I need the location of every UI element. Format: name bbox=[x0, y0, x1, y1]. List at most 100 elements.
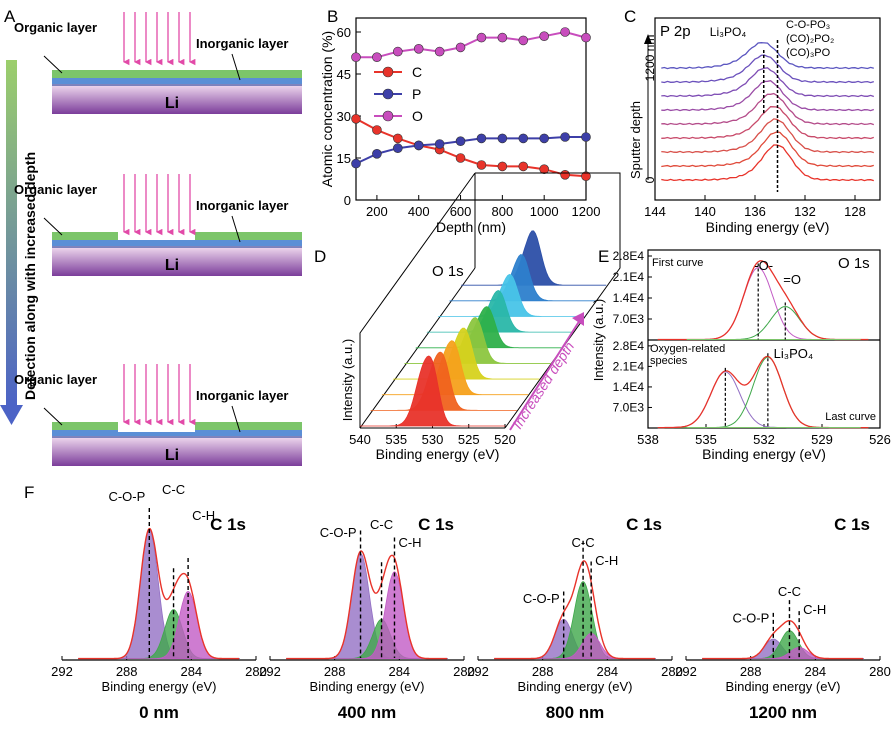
inorganic-layer-label: Inorganic layer bbox=[196, 198, 288, 213]
x-tick-label: 1000 bbox=[530, 204, 559, 219]
inorganic-layer bbox=[52, 240, 302, 246]
inorganic-pointer bbox=[231, 215, 241, 243]
data-point-O bbox=[581, 32, 591, 43]
depth-label: 1200 nm bbox=[749, 703, 817, 722]
x-tick-label: 292 bbox=[675, 664, 697, 679]
x-tick-label: 1200 bbox=[572, 204, 601, 219]
organic-layer bbox=[52, 70, 302, 78]
data-point-C bbox=[539, 164, 549, 174]
legend-marker-P bbox=[382, 88, 394, 100]
data-point-O bbox=[351, 52, 361, 63]
data-point-O bbox=[372, 52, 382, 63]
envelope-curve bbox=[78, 527, 239, 660]
data-point-O bbox=[393, 46, 403, 57]
chart-title: C 1s bbox=[834, 515, 870, 534]
peak-label-co3po: (CO)₃PO bbox=[786, 47, 831, 59]
data-point-C bbox=[393, 133, 403, 144]
waterfall-spectrum bbox=[461, 230, 607, 286]
x-tick-label: 280 bbox=[869, 664, 891, 679]
x-axis-label: Binding energy (eV) bbox=[702, 446, 826, 462]
inorganic-layer-left bbox=[52, 430, 118, 436]
spectrum-line bbox=[661, 118, 874, 154]
data-point-P bbox=[497, 133, 508, 144]
panel-letter-d: D bbox=[314, 247, 326, 266]
series-line-P bbox=[355, 136, 586, 165]
x-tick-label: 132 bbox=[794, 204, 816, 219]
x-tick-label: 284 bbox=[388, 664, 410, 679]
depth-label: 800 nm bbox=[546, 703, 605, 722]
peak-label-ch: C-H bbox=[803, 602, 826, 617]
data-point-P bbox=[476, 133, 487, 144]
peak-label-cc: C-C bbox=[572, 535, 595, 550]
x-tick-label: 144 bbox=[644, 204, 666, 219]
inorganic-layer bbox=[52, 78, 302, 84]
panel-letter-b: B bbox=[327, 7, 338, 26]
panel-e-plot: 7.0E3 7.0E3 1.4E4 1.4E4 2.1E4 2.1E4 2.8E4 2.8E4… bbox=[591, 249, 891, 462]
panel-letter-e: E bbox=[598, 247, 609, 266]
peak-label-cop: C-O-P bbox=[732, 610, 769, 625]
x-tick-label: 292 bbox=[467, 664, 489, 679]
spectrum-line bbox=[661, 42, 874, 70]
c1s-subplot-4: 292 288 284 280 Binding energy (eV) 1200 nm C … bbox=[675, 515, 891, 722]
chart-title: O 1s bbox=[838, 255, 870, 272]
x-tick-label: 540 bbox=[349, 432, 371, 447]
legend-label-O: O bbox=[412, 108, 423, 124]
x-tick-label: 288 bbox=[740, 664, 762, 679]
peak-label-o-double: =O bbox=[783, 272, 801, 287]
organic-layer-left bbox=[52, 232, 118, 240]
y-bottom-annotation: 0 bbox=[643, 176, 657, 183]
depth-label: 400 nm bbox=[338, 703, 397, 722]
y-axis-label: Intensity (a.u.) bbox=[340, 339, 355, 421]
lithium-metal bbox=[52, 246, 302, 276]
y-depth-arrowhead bbox=[644, 34, 652, 44]
panel-letter-f: F bbox=[24, 483, 34, 502]
inorganic-pointer bbox=[231, 53, 241, 81]
x-tick-label: 284 bbox=[180, 664, 202, 679]
y-tick-label-top: 2.1E4 bbox=[613, 270, 645, 284]
data-point-C bbox=[581, 171, 591, 181]
spectrum-line bbox=[661, 92, 875, 126]
y-tick-label-top: 2.8E4 bbox=[613, 249, 645, 263]
organic-layer-label: Organic layer bbox=[14, 372, 97, 387]
li-label: Li bbox=[165, 257, 179, 274]
y-tick-label-top: 7.0E3 bbox=[613, 312, 645, 326]
data-point-P bbox=[434, 139, 445, 149]
organic-layer-label: Organic layer bbox=[14, 20, 97, 35]
data-point-C bbox=[560, 170, 570, 180]
inorganic-layer-label: Inorganic layer bbox=[196, 36, 288, 51]
x-tick-label: 284 bbox=[804, 664, 826, 679]
x-axis-label: Depth (nm) bbox=[436, 219, 506, 235]
legend-marker-C bbox=[382, 66, 394, 78]
organic-layer-right bbox=[195, 232, 302, 240]
x-tick-label: 535 bbox=[385, 432, 407, 447]
y-tick-label-bottom: 7.0E3 bbox=[613, 400, 645, 414]
waterfall-spectrum bbox=[381, 340, 529, 396]
data-point-O bbox=[476, 32, 487, 43]
data-point-O bbox=[434, 46, 445, 57]
data-point-P bbox=[560, 132, 570, 142]
bottom-peak-label-oxygen-1: Oxygen-related bbox=[650, 343, 725, 355]
data-point-C bbox=[372, 125, 382, 135]
x-tick-label: 288 bbox=[532, 664, 554, 679]
x-tick-label: 400 bbox=[408, 204, 430, 219]
spectrum-line bbox=[661, 144, 874, 182]
peak-label-ch: C-H bbox=[398, 535, 421, 550]
chart-title: P 2p bbox=[660, 23, 691, 40]
depth-label: 0 nm bbox=[139, 703, 179, 722]
component-C-O-P bbox=[78, 529, 240, 659]
peak-label-cc: C-C bbox=[370, 517, 393, 532]
peak-label-cop: C-O-P bbox=[523, 591, 560, 606]
x-axis-label: Binding energy (eV) bbox=[706, 219, 830, 235]
data-point-P bbox=[455, 136, 466, 146]
x-tick-label: 525 bbox=[458, 432, 480, 447]
inorganic-layer-right bbox=[195, 430, 302, 436]
waterfall-spectrum bbox=[392, 327, 540, 380]
data-point-P bbox=[413, 140, 424, 151]
peak-label-o-single: -O- bbox=[754, 258, 773, 273]
layer-stack-1: Li Organic layer Inorganic layer bbox=[14, 12, 302, 114]
x-tick-label: 280 bbox=[453, 664, 475, 679]
peak-label-ch: C-H bbox=[595, 553, 618, 568]
x-tick-label: 600 bbox=[450, 204, 472, 219]
